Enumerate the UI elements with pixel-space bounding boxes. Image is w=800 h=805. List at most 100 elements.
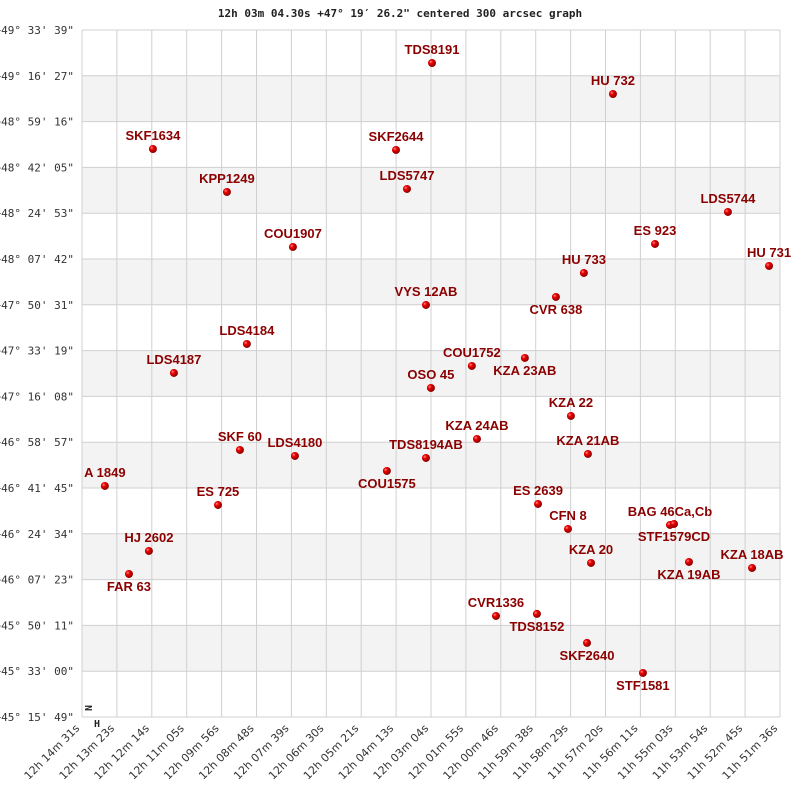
star-point[interactable]: CFN 8 xyxy=(549,508,587,533)
star-point[interactable]: SKF2644 xyxy=(369,129,425,154)
star-point[interactable]: KZA 19AB xyxy=(657,557,721,582)
star-marker[interactable] xyxy=(213,500,222,509)
star-marker[interactable] xyxy=(288,242,297,251)
star-point[interactable]: HJ 2602 xyxy=(124,530,173,555)
star-point[interactable]: KZA 20 xyxy=(569,542,613,567)
star-point[interactable]: KZA 18AB xyxy=(720,547,784,572)
star-label: TDS8152 xyxy=(509,619,564,634)
star-point[interactable]: HU 731 xyxy=(747,245,791,270)
star-point[interactable]: TDS8191 xyxy=(405,42,460,67)
star-point[interactable]: VYS 12AB xyxy=(395,284,458,309)
star-marker[interactable] xyxy=(391,145,400,154)
star-point[interactable]: LDS4180 xyxy=(267,435,322,460)
star-point[interactable]: COU1575 xyxy=(358,466,416,491)
star-marker[interactable] xyxy=(520,353,529,362)
star-marker[interactable] xyxy=(144,546,153,555)
star-point[interactable]: CVR1336 xyxy=(468,595,524,620)
star-point[interactable]: LDS5744 xyxy=(700,191,756,216)
star-marker[interactable] xyxy=(421,453,430,462)
star-label: KZA 20 xyxy=(569,542,613,557)
y-tick-label: +47° 16' 08" xyxy=(0,390,74,403)
star-marker[interactable] xyxy=(426,383,435,392)
y-tick-label: +49° 33' 39" xyxy=(0,24,74,37)
star-label: HJ 2602 xyxy=(124,530,173,545)
star-marker[interactable] xyxy=(563,524,572,533)
star-label: VYS 12AB xyxy=(395,284,458,299)
star-marker[interactable] xyxy=(290,451,299,460)
star-point[interactable]: OSO 45 xyxy=(407,367,454,392)
star-marker[interactable] xyxy=(650,239,659,248)
star-point[interactable]: KZA 23AB xyxy=(493,353,556,378)
star-point[interactable]: FAR 63 xyxy=(107,569,151,594)
star-label: SKF2640 xyxy=(560,648,615,663)
star-label: COU1575 xyxy=(358,476,416,491)
star-point[interactable]: HU 732 xyxy=(591,73,635,98)
star-point[interactable]: COU1752 xyxy=(443,345,501,370)
star-point[interactable]: SKF 60 xyxy=(218,429,262,454)
star-marker[interactable] xyxy=(638,668,647,677)
star-marker[interactable] xyxy=(222,187,231,196)
star-marker[interactable] xyxy=(148,144,157,153)
star-marker[interactable] xyxy=(169,368,178,377)
star-marker[interactable] xyxy=(382,466,391,475)
star-point[interactable]: STF1581 xyxy=(616,668,670,693)
star-label: OSO 45 xyxy=(407,367,454,382)
star-label: TDS8194AB xyxy=(389,437,463,452)
star-point[interactable]: COU1907 xyxy=(264,226,322,251)
star-marker[interactable] xyxy=(566,411,575,420)
star-marker[interactable] xyxy=(765,261,774,270)
star-label: COU1907 xyxy=(264,226,322,241)
star-marker[interactable] xyxy=(534,499,543,508)
star-marker[interactable] xyxy=(748,563,757,572)
star-marker[interactable] xyxy=(402,184,411,193)
star-point[interactable]: LDS5747 xyxy=(380,168,435,193)
y-tick-label: +45° 50' 11" xyxy=(0,619,74,632)
star-marker[interactable] xyxy=(491,611,500,620)
star-label: FAR 63 xyxy=(107,579,151,594)
y-tick-label: +45° 15' 49" xyxy=(0,711,74,724)
star-marker[interactable] xyxy=(242,339,251,348)
star-marker[interactable] xyxy=(472,434,481,443)
star-marker[interactable] xyxy=(428,58,437,67)
star-marker[interactable] xyxy=(723,207,732,216)
star-marker[interactable] xyxy=(684,557,693,566)
star-point[interactable]: STF1579CD xyxy=(638,519,710,544)
star-marker[interactable] xyxy=(583,449,592,458)
star-marker[interactable] xyxy=(579,268,588,277)
star-point[interactable]: KZA 22 xyxy=(549,395,593,420)
star-point[interactable]: KZA 21AB xyxy=(556,433,619,458)
star-point[interactable]: SKF2640 xyxy=(560,638,615,663)
star-point[interactable]: ES 725 xyxy=(197,484,240,509)
star-point[interactable]: CVR 638 xyxy=(530,292,583,317)
star-point[interactable]: TDS8194AB xyxy=(389,437,463,462)
star-point[interactable]: A 1849 xyxy=(84,465,126,490)
star-label: KZA 24AB xyxy=(445,418,508,433)
star-marker[interactable] xyxy=(100,481,109,490)
star-marker[interactable] xyxy=(467,361,476,370)
star-point[interactable]: HU 733 xyxy=(562,252,606,277)
star-point[interactable]: KZA 24AB xyxy=(445,418,509,443)
star-label: SKF1634 xyxy=(125,128,181,143)
star-point[interactable]: LDS4184 xyxy=(219,323,275,348)
star-point[interactable]: KPP1249 xyxy=(199,171,255,196)
star-point[interactable]: TDS8152 xyxy=(509,609,564,634)
star-marker[interactable] xyxy=(421,300,430,309)
star-point[interactable]: ES 2639 xyxy=(513,483,563,508)
star-point[interactable]: LDS4187 xyxy=(146,352,201,377)
y-tick-label: +46° 24' 34" xyxy=(0,528,74,541)
y-tick-label: +48° 07' 42" xyxy=(0,253,74,266)
star-marker[interactable] xyxy=(582,638,591,647)
star-label: TDS8191 xyxy=(405,42,460,57)
star-marker[interactable] xyxy=(669,519,678,528)
star-marker[interactable] xyxy=(587,558,596,567)
star-marker[interactable] xyxy=(235,445,244,454)
star-point[interactable]: SKF1634 xyxy=(125,128,181,153)
star-marker[interactable] xyxy=(608,89,617,98)
star-marker[interactable] xyxy=(532,609,541,618)
y-tick-label: +46° 07' 23" xyxy=(0,574,74,587)
star-marker[interactable] xyxy=(124,569,133,578)
star-marker[interactable] xyxy=(551,292,560,301)
star-point[interactable]: ES 923 xyxy=(634,223,677,248)
